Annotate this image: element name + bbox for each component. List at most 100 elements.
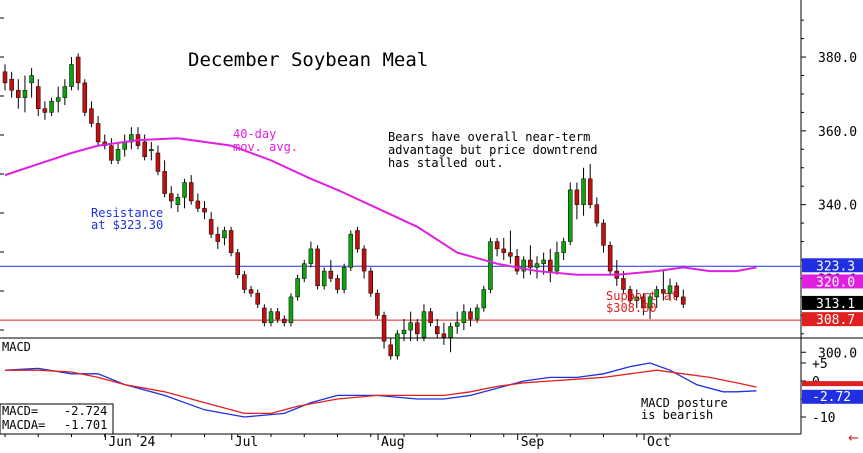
candle-body [435, 326, 440, 335]
candle-body [568, 189, 573, 242]
x-axis-label: Sep [521, 435, 545, 449]
candle-body [534, 263, 540, 268]
candle-body [335, 278, 340, 290]
candle-body [149, 149, 154, 152]
candle-body [474, 307, 480, 320]
candle-body [441, 333, 447, 338]
candle-body [541, 259, 546, 264]
candle-body [195, 200, 201, 209]
macd-readout-value: -2.724 [64, 404, 107, 418]
candle-body [302, 263, 307, 279]
bears-note-line-2: advantage but price downtrend [388, 143, 598, 157]
candle-body [315, 248, 320, 287]
candle-body [388, 344, 393, 357]
candle-body [62, 86, 68, 98]
candle-body [607, 244, 613, 272]
candle-body [255, 292, 260, 305]
candle-body [22, 90, 28, 98]
candle-body [654, 289, 659, 298]
candle-body [581, 178, 586, 205]
price-axis-label: 360.0 [818, 125, 857, 140]
candle-body [328, 270, 334, 279]
ma-label-line-2: mov. avg. [233, 140, 298, 154]
candle-body [69, 64, 74, 87]
panel-frames [0, 0, 863, 435]
candle-body [508, 252, 513, 257]
candle-body [275, 311, 280, 320]
last-price-tag-text: 313.1 [816, 297, 855, 312]
candle-body [667, 285, 673, 294]
ma-tag-text: 320.0 [816, 275, 855, 290]
candle-body [601, 222, 606, 246]
x-axis-label: Jul [235, 435, 258, 449]
candle-body [461, 311, 467, 323]
candle-body [42, 108, 48, 113]
candle-body [401, 329, 407, 335]
candle-body [574, 189, 580, 205]
candle-body [182, 182, 187, 198]
resistance-tag-bg [802, 258, 863, 273]
support-resistance-lines [0, 265, 801, 321]
chart-title: December Soybean Meal [188, 49, 428, 71]
x-axis-label: Aug [381, 435, 404, 449]
candle-body [421, 311, 427, 338]
candle-body [142, 141, 147, 157]
candle-body [16, 90, 21, 98]
macd-panel-title: MACD [2, 340, 31, 354]
candle-body [235, 252, 240, 276]
candle-body [681, 296, 686, 305]
resistance-tag-text: 323.3 [816, 259, 855, 274]
candle-body [561, 241, 566, 253]
candle-body [155, 152, 161, 172]
support-tag-text: 308.7 [816, 313, 855, 328]
x-axis-label: Oct [647, 435, 670, 449]
candle-body [208, 219, 214, 235]
candle-body [468, 311, 473, 320]
candle-body [75, 56, 81, 84]
ma-label-line-1: 40-day [233, 127, 276, 141]
candle-body [321, 270, 327, 287]
chart-text-layer: December Soybean Meal Bears have overall… [2, 49, 728, 422]
candle-body [188, 182, 194, 202]
candle-body [262, 307, 267, 323]
price-axis-label: 340.0 [818, 199, 857, 214]
macda-readout-label: MACDA= [2, 418, 45, 432]
candle-body [514, 256, 520, 272]
candle-body [381, 315, 387, 342]
candle-body [428, 311, 433, 323]
macd-tag-text: -2.72 [812, 390, 851, 405]
price-axis-label: 300.0 [818, 346, 857, 361]
candle-body [647, 296, 653, 309]
candle-body [282, 318, 287, 323]
candle-body [162, 171, 167, 194]
candle-body [36, 86, 41, 109]
candle-body [248, 289, 254, 294]
candle-body [55, 97, 61, 102]
macd-line-macda [5, 369, 757, 415]
candle-body [361, 248, 367, 272]
candle-body [2, 71, 8, 84]
candle-body [521, 259, 526, 272]
candle-body [29, 75, 34, 84]
candle-body [621, 278, 626, 290]
x-axis-label: Jun 24 [108, 435, 155, 449]
macd-axis-label: +5 [812, 357, 828, 372]
ma-tag-bg [802, 274, 863, 289]
candle-body [674, 285, 679, 298]
macd-line-macd [4, 362, 757, 418]
candle-body [501, 248, 506, 253]
candle-body [89, 108, 94, 124]
price-axis-label: 380.0 [818, 51, 857, 66]
candle-body [415, 322, 420, 335]
back-arrow-icon[interactable]: ← [848, 431, 859, 446]
candle-body [9, 78, 14, 91]
candle-body [488, 241, 493, 290]
moving-average-series [4, 137, 757, 276]
macd-readout-box: MACD= -2.724 MACDA= -1.701 [0, 403, 114, 435]
candle-body [295, 278, 300, 298]
macd-axis-label: -10 [812, 411, 835, 426]
resistance-label-line-1: Resistance [91, 206, 163, 220]
candle-body [627, 289, 633, 301]
candle-body [641, 296, 646, 309]
